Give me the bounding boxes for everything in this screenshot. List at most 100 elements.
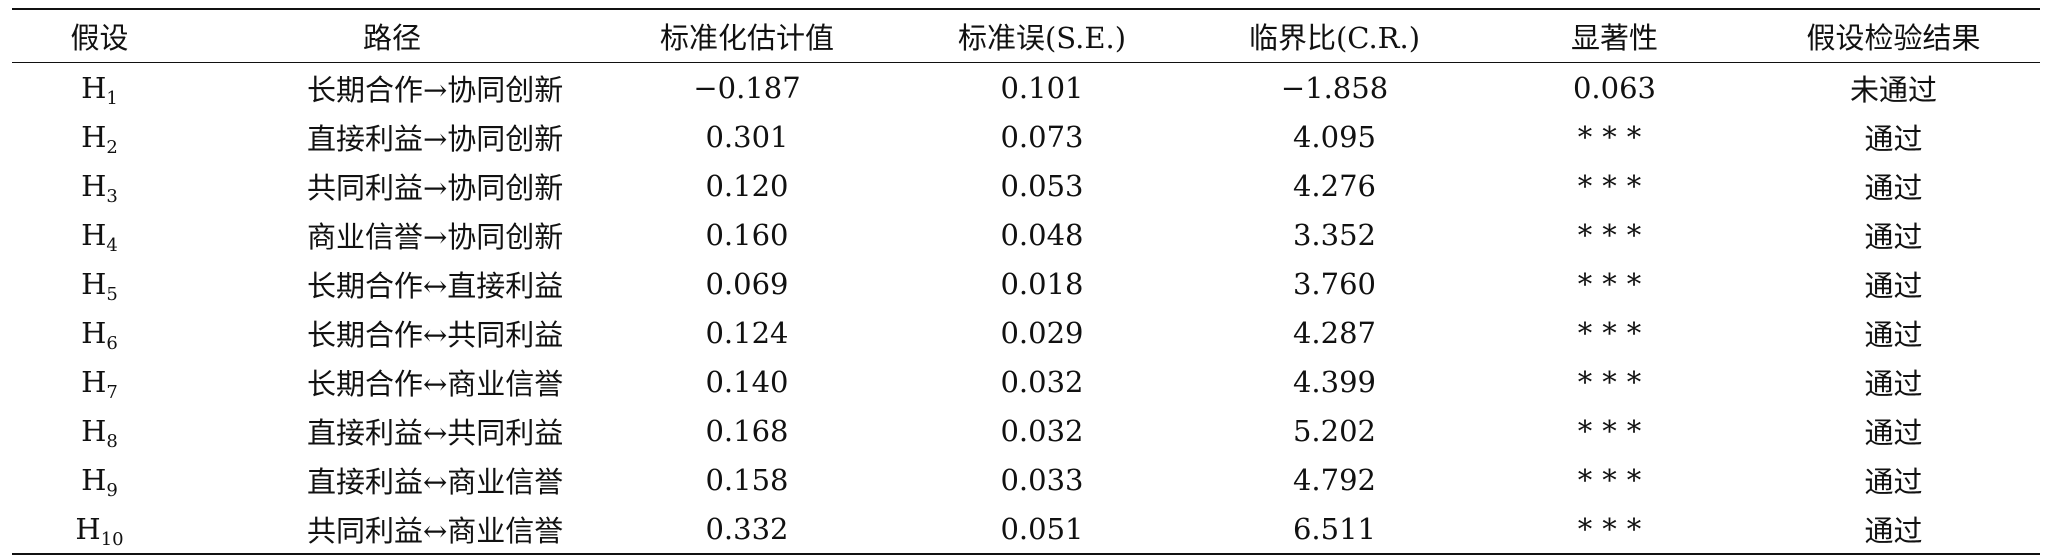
header-hypothesis: 假设 [70, 21, 129, 55]
standard-error-cell: 0.073 [1000, 119, 1084, 154]
hypothesis-number: 7 [106, 381, 118, 403]
critical-ratio-cell: 4.792 [1292, 462, 1377, 497]
critical-ratio-cell: −1.858 [1280, 70, 1389, 105]
hypothesis-number: 1 [106, 87, 118, 109]
estimate-cell: −0.187 [693, 70, 801, 105]
hypothesis-letter: H [81, 266, 107, 301]
hypothesis-letter: H [81, 315, 107, 350]
significance-cell: *** [1577, 511, 1652, 546]
estimate-cell: 0.158 [705, 462, 789, 497]
path-cell: 长期合作↔共同利益 [307, 317, 564, 352]
critical-ratio-cell: 4.287 [1292, 315, 1377, 350]
table-row: H10 共同利益↔商业信誉 0.332 0.051 6.511 *** 通过 [12, 504, 2040, 554]
table-header-row: 假设 路径 标准化估计值 标准误(S.E.) 临界比(C.R.) 显著性 假设检… [12, 9, 2040, 63]
hypothesis-number: 10 [100, 528, 124, 550]
standard-error-cell: 0.033 [1000, 462, 1084, 497]
test-result-cell: 通过 [1864, 415, 1923, 450]
hypothesis-letter: H [81, 462, 107, 497]
critical-ratio-cell: 6.511 [1292, 511, 1377, 546]
header-standard-error: 标准误(S.E.) [957, 21, 1127, 55]
results-table-container: 假设 路径 标准化估计值 标准误(S.E.) 临界比(C.R.) 显著性 假设检… [12, 8, 2040, 555]
critical-ratio-cell: 4.399 [1292, 364, 1377, 399]
path-cell: 共同利益→协同创新 [307, 170, 564, 205]
test-result-cell: 未通过 [1849, 72, 1937, 107]
hypothesis-letter: H [81, 413, 107, 448]
critical-ratio-cell: 4.276 [1292, 168, 1377, 203]
hypothesis-letter: H [81, 364, 107, 399]
hypothesis-number: 4 [106, 234, 118, 256]
hypothesis-number: 8 [106, 430, 118, 452]
table-row: H4 商业信誉→协同创新 0.160 0.048 3.352 *** 通过 [12, 210, 2040, 259]
path-cell: 长期合作↔直接利益 [307, 268, 564, 303]
table-row: H2 直接利益→协同创新 0.301 0.073 4.095 *** 通过 [12, 112, 2040, 161]
hypothesis-letter: H [81, 168, 107, 203]
standard-error-cell: 0.101 [1000, 70, 1084, 105]
hypothesis-cell: H2 [12, 112, 187, 161]
test-result-cell: 通过 [1864, 366, 1923, 401]
standard-error-cell: 0.051 [1000, 511, 1084, 546]
estimate-cell: 0.160 [705, 217, 789, 252]
estimate-cell: 0.168 [705, 413, 789, 448]
test-result-cell: 通过 [1864, 317, 1923, 352]
significance-cell: *** [1577, 217, 1652, 252]
significance-cell: 0.063 [1572, 70, 1657, 105]
significance-cell: *** [1577, 462, 1652, 497]
significance-cell: *** [1577, 315, 1652, 350]
header-path: 路径 [362, 21, 421, 55]
table-body: H1 长期合作→协同创新 −0.187 0.101 −1.858 0.063 未通过 H2 直接… [12, 63, 2040, 554]
estimate-cell: 0.069 [705, 266, 789, 301]
test-result-cell: 通过 [1864, 513, 1923, 548]
critical-ratio-cell: 5.202 [1292, 413, 1377, 448]
table-row: H8 直接利益↔共同利益 0.168 0.032 5.202 *** 通过 [12, 406, 2040, 455]
hypothesis-letter: H [81, 217, 107, 252]
estimate-cell: 0.124 [705, 315, 789, 350]
standard-error-cell: 0.032 [1000, 364, 1084, 399]
hypothesis-number: 3 [106, 185, 118, 207]
path-cell: 直接利益→协同创新 [307, 121, 564, 156]
hypothesis-cell: H6 [12, 308, 187, 357]
estimate-cell: 0.140 [705, 364, 789, 399]
hypothesis-number: 9 [106, 479, 118, 501]
header-test-result: 假设检验结果 [1806, 21, 1981, 55]
estimate-cell: 0.301 [705, 119, 789, 154]
test-result-cell: 通过 [1864, 170, 1923, 205]
table-row: H3 共同利益→协同创新 0.120 0.053 4.276 *** 通过 [12, 161, 2040, 210]
hypothesis-cell: H3 [12, 161, 187, 210]
hypothesis-letter: H [81, 70, 107, 105]
header-significance: 显著性 [1570, 21, 1658, 55]
table-row: H7 长期合作↔商业信誉 0.140 0.032 4.399 *** 通过 [12, 357, 2040, 406]
critical-ratio-cell: 3.760 [1292, 266, 1377, 301]
hypothesis-number: 6 [106, 332, 118, 354]
hypothesis-cell: H9 [12, 455, 187, 504]
significance-cell: *** [1577, 364, 1652, 399]
standard-error-cell: 0.032 [1000, 413, 1084, 448]
hypothesis-cell: H1 [12, 63, 187, 113]
test-result-cell: 通过 [1864, 121, 1923, 156]
standard-error-cell: 0.018 [1000, 266, 1084, 301]
hypothesis-cell: H4 [12, 210, 187, 259]
path-cell: 商业信誉→协同创新 [307, 219, 564, 254]
hypothesis-letter: H [81, 119, 107, 154]
hypothesis-number: 2 [106, 136, 118, 158]
standard-error-cell: 0.053 [1000, 168, 1084, 203]
standard-error-cell: 0.029 [1000, 315, 1084, 350]
path-cell: 长期合作↔商业信誉 [307, 366, 564, 401]
table-row: H6 长期合作↔共同利益 0.124 0.029 4.287 *** 通过 [12, 308, 2040, 357]
hypothesis-cell: H5 [12, 259, 187, 308]
table-row: H5 长期合作↔直接利益 0.069 0.018 3.760 *** 通过 [12, 259, 2040, 308]
hypothesis-number: 5 [106, 283, 118, 305]
table-row: H1 长期合作→协同创新 −0.187 0.101 −1.858 0.063 未通过 [12, 63, 2040, 113]
hypothesis-cell: H8 [12, 406, 187, 455]
significance-cell: *** [1577, 119, 1652, 154]
header-critical-ratio: 临界比(C.R.) [1248, 21, 1421, 55]
test-result-cell: 通过 [1864, 464, 1923, 499]
hypothesis-letter: H [75, 511, 101, 546]
estimate-cell: 0.332 [705, 511, 789, 546]
hypothesis-cell: H7 [12, 357, 187, 406]
standard-error-cell: 0.048 [1000, 217, 1084, 252]
estimate-cell: 0.120 [705, 168, 789, 203]
critical-ratio-cell: 4.095 [1292, 119, 1377, 154]
significance-cell: *** [1577, 266, 1652, 301]
path-cell: 直接利益↔商业信誉 [307, 464, 564, 499]
path-cell: 直接利益↔共同利益 [307, 415, 564, 450]
